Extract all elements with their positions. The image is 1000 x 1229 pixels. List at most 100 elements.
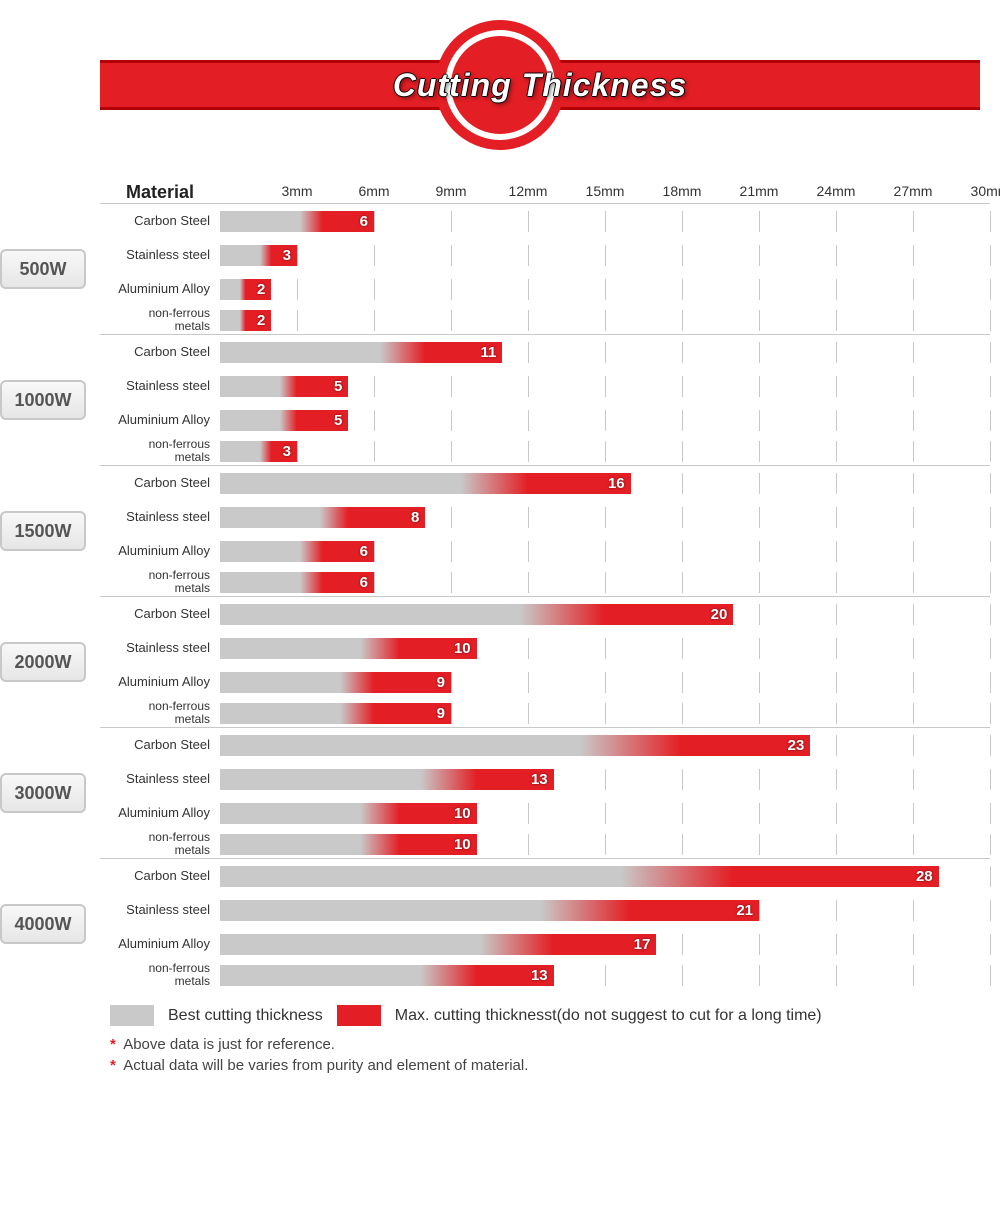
bar-zone: 17 bbox=[220, 934, 990, 955]
material-label: Stainless steel bbox=[100, 903, 220, 917]
material-row: Carbon Steel 23 bbox=[100, 728, 990, 762]
material-label: non-ferrousmetals bbox=[100, 962, 220, 987]
bar-value: 28 bbox=[916, 866, 933, 887]
bar-zone: 10 bbox=[220, 803, 990, 824]
power-group: Carbon Steel23Stainless steel13Aluminium… bbox=[100, 728, 990, 859]
material-label: Aluminium Alloy bbox=[100, 413, 220, 427]
material-row: Carbon Steel16 bbox=[100, 466, 990, 500]
material-label: non-ferrousmetals bbox=[100, 700, 220, 725]
power-label: 1500W bbox=[0, 511, 86, 551]
bar-value: 11 bbox=[480, 342, 496, 363]
thickness-bar: 6 bbox=[220, 541, 374, 562]
bar-zone: 3 bbox=[220, 245, 990, 266]
material-label: Aluminium Alloy bbox=[100, 806, 220, 820]
bar-value: 23 bbox=[788, 735, 805, 756]
footnote-text: Above data is just for reference. bbox=[123, 1036, 335, 1053]
bar-zone: 11 bbox=[220, 342, 990, 363]
bar-value: 3 bbox=[283, 245, 291, 266]
asterisk-icon: * bbox=[110, 1036, 116, 1053]
bar-value: 8 bbox=[411, 507, 419, 528]
material-row: Aluminium Alloy 10 bbox=[100, 796, 990, 830]
thickness-bar: 2 bbox=[220, 310, 271, 331]
material-label: Carbon Steel bbox=[100, 345, 220, 359]
material-row: Carbon Steel28 bbox=[100, 859, 990, 893]
asterisk-icon: * bbox=[110, 1057, 116, 1074]
thickness-bar: 9 bbox=[220, 703, 451, 724]
bar-value: 20 bbox=[711, 604, 728, 625]
bar-zone: 21 bbox=[220, 900, 990, 921]
legend-swatch-best bbox=[110, 1005, 154, 1026]
axis-tick: 27mm bbox=[894, 183, 933, 199]
bar-zone: 6 bbox=[220, 541, 990, 562]
footnotes: * Above data is just for reference. * Ac… bbox=[110, 1036, 1000, 1074]
thickness-bar: 6 bbox=[220, 572, 374, 593]
material-row: Aluminium Alloy5 bbox=[100, 403, 990, 437]
material-label: non-ferrousmetals bbox=[100, 307, 220, 332]
power-group: Carbon Steel16Stainless steel8Aluminium … bbox=[100, 466, 990, 597]
bar-value: 13 bbox=[531, 965, 548, 986]
bar-zone: 10 bbox=[220, 638, 990, 659]
material-row: Stainless steel8 bbox=[100, 500, 990, 534]
bar-zone: 5 bbox=[220, 376, 990, 397]
axis-tick: 6mm bbox=[358, 183, 389, 199]
bar-zone: 6 bbox=[220, 211, 990, 232]
material-row: non-ferrousmetals 13 bbox=[100, 961, 990, 989]
material-label: Stainless steel bbox=[100, 248, 220, 262]
axis-header-row: Material 3mm6mm9mm12mm15mm18mm21mm24mm27… bbox=[100, 170, 990, 204]
footnote: * Above data is just for reference. bbox=[110, 1036, 1000, 1053]
bar-zone: 8 bbox=[220, 507, 990, 528]
thickness-bar: 11 bbox=[220, 342, 502, 363]
power-label: 4000W bbox=[0, 904, 86, 944]
chart-groups: Carbon Steel 6 Stainless steel 3 Aluminium A… bbox=[100, 204, 990, 989]
thickness-bar: 20 bbox=[220, 604, 733, 625]
bar-zone: 2 bbox=[220, 310, 990, 331]
axis-ticks: 3mm6mm9mm12mm15mm18mm21mm24mm27mm30mm bbox=[220, 170, 990, 203]
thickness-bar: 10 bbox=[220, 803, 477, 824]
material-row: Aluminium Alloy 17 bbox=[100, 927, 990, 961]
thickness-bar: 17 bbox=[220, 934, 656, 955]
material-row: non-ferrousmetals3 bbox=[100, 437, 990, 465]
bar-zone: 5 bbox=[220, 410, 990, 431]
material-label: non-ferrousmetals bbox=[100, 831, 220, 856]
thickness-bar: 8 bbox=[220, 507, 425, 528]
axis-material-header: Material bbox=[100, 182, 220, 203]
legend-label-max: Max. cutting thicknesst(do not suggest t… bbox=[395, 1007, 822, 1025]
material-row: Stainless steel 3 bbox=[100, 238, 990, 272]
bar-value: 17 bbox=[634, 934, 651, 955]
axis-tick: 18mm bbox=[663, 183, 702, 199]
axis-tick: 9mm bbox=[435, 183, 466, 199]
material-row: Stainless steel13 bbox=[100, 762, 990, 796]
material-row: non-ferrousmetals10 bbox=[100, 830, 990, 858]
bar-zone: 20 bbox=[220, 604, 990, 625]
title-banner: Cutting Thickness bbox=[0, 20, 1000, 140]
bar-value: 2 bbox=[257, 279, 265, 300]
thickness-bar: 28 bbox=[220, 866, 939, 887]
thickness-bar: 23 bbox=[220, 735, 810, 756]
thickness-bar: 3 bbox=[220, 245, 297, 266]
bar-value: 10 bbox=[454, 803, 471, 824]
bar-zone: 10 bbox=[220, 834, 990, 855]
axis-tick: 21mm bbox=[740, 183, 779, 199]
power-group: Carbon Steel20Stainless steel10Aluminium… bbox=[100, 597, 990, 728]
thickness-bar: 21 bbox=[220, 900, 759, 921]
material-row: Stainless steel21 bbox=[100, 893, 990, 927]
axis-tick: 12mm bbox=[509, 183, 548, 199]
bar-zone: 13 bbox=[220, 769, 990, 790]
bar-zone: 16 bbox=[220, 473, 990, 494]
bar-value: 10 bbox=[454, 638, 471, 659]
material-row: Aluminium Alloy6 bbox=[100, 534, 990, 568]
thickness-bar: 6 bbox=[220, 211, 374, 232]
power-label: 2000W bbox=[0, 642, 86, 682]
bar-zone: 6 bbox=[220, 572, 990, 593]
power-label: 500W bbox=[0, 249, 86, 289]
material-label: Aluminium Alloy bbox=[100, 937, 220, 951]
footnote: * Actual data will be varies from purity… bbox=[110, 1057, 1000, 1074]
material-row: non-ferrousmetals2 bbox=[100, 306, 990, 334]
thickness-bar: 5 bbox=[220, 376, 348, 397]
material-row: Aluminium Alloy9 bbox=[100, 665, 990, 699]
material-label: Stainless steel bbox=[100, 772, 220, 786]
material-label: Carbon Steel bbox=[100, 738, 220, 752]
footnote-text: Actual data will be varies from purity a… bbox=[123, 1057, 528, 1074]
thickness-bar: 10 bbox=[220, 638, 477, 659]
legend-label-best: Best cutting thickness bbox=[168, 1007, 323, 1025]
